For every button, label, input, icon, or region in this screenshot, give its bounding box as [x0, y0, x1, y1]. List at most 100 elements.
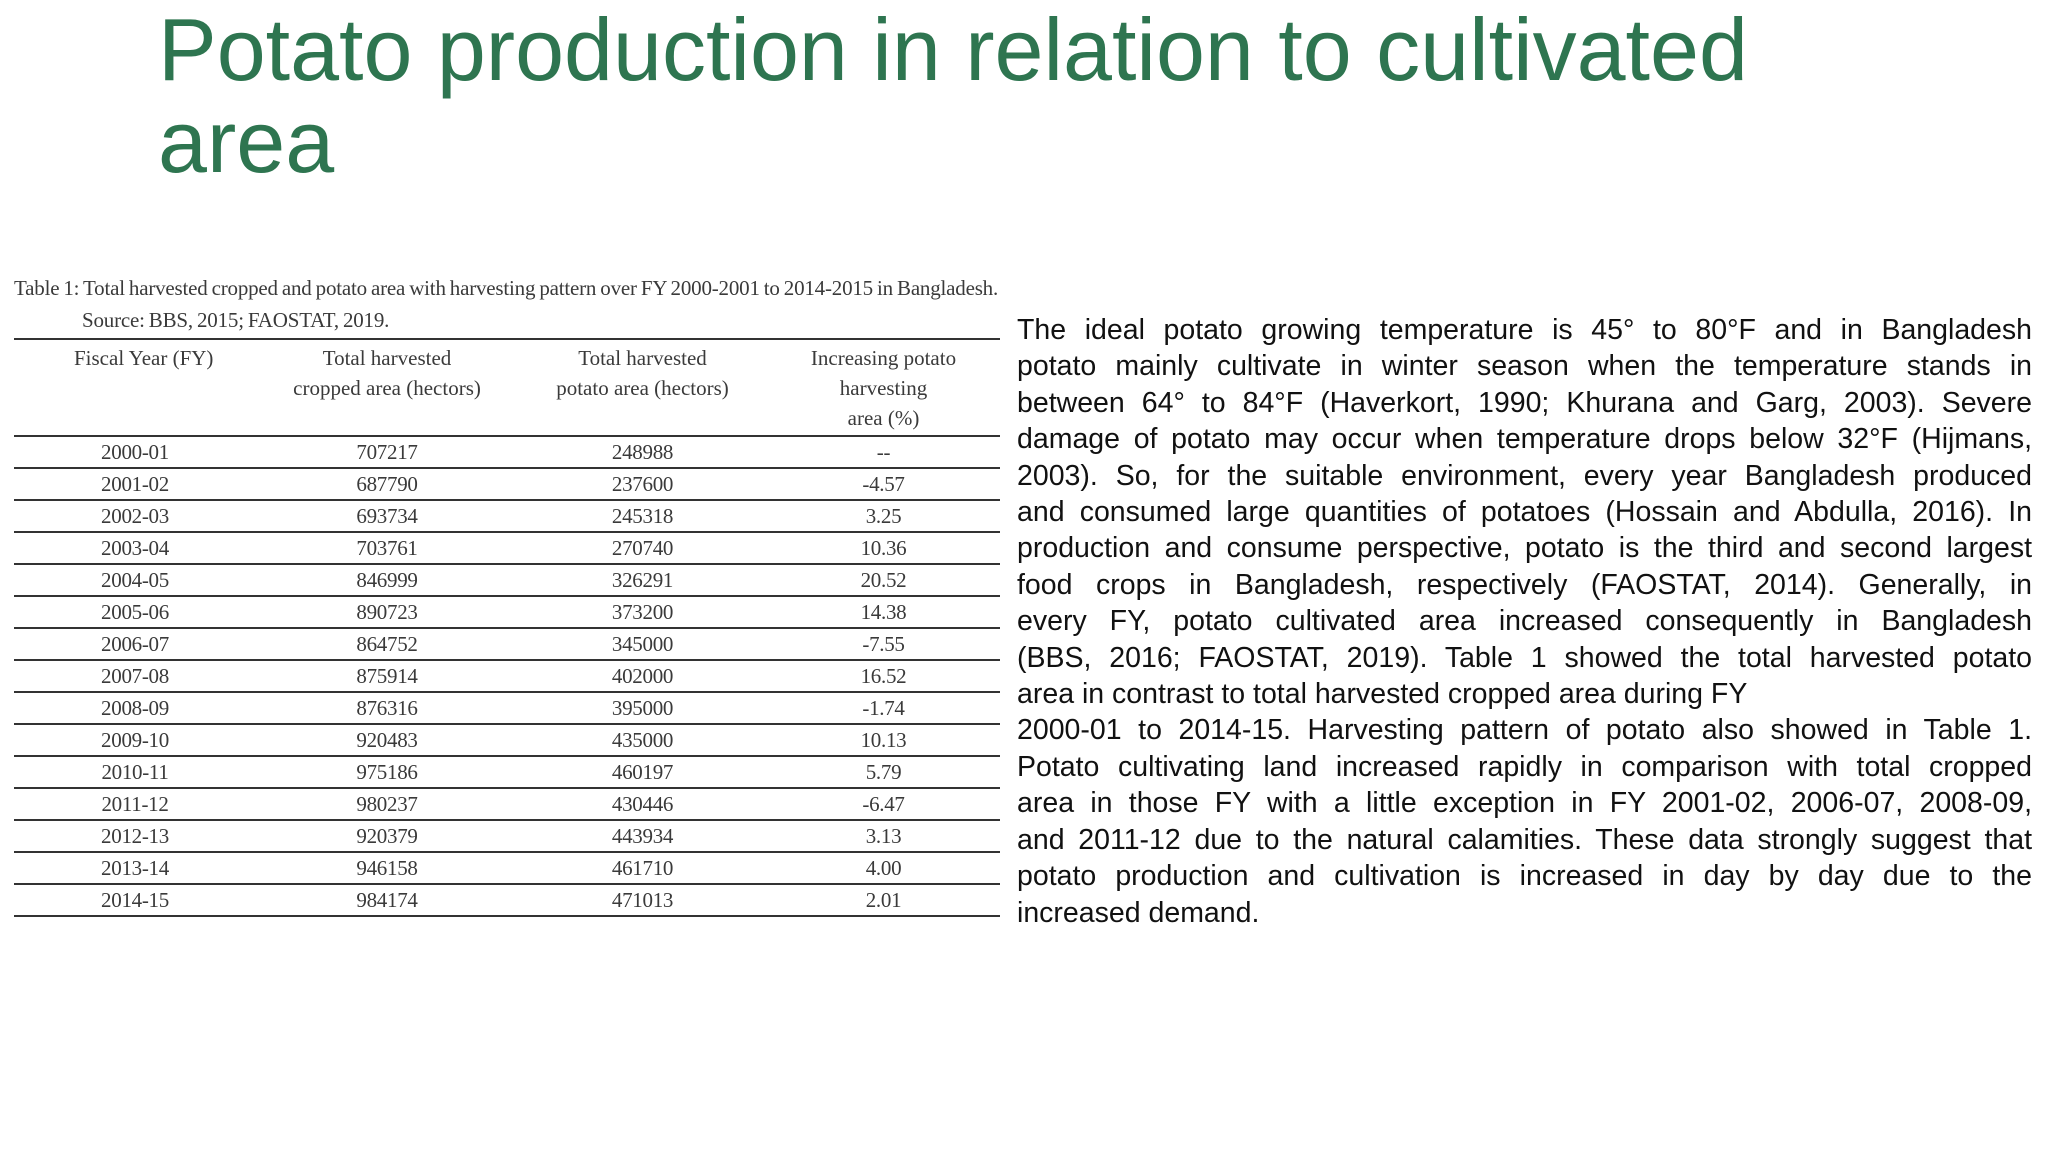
cell-fiscal-year: 2009-10	[14, 724, 256, 757]
cell-potato-area: 373200	[518, 596, 767, 629]
cell-cropped-area: 980237	[256, 788, 518, 821]
table-row: 2006-07 864752 345000 -7.55	[14, 628, 1000, 661]
table-caption: Table 1: Total harvested cropped and pot…	[14, 276, 999, 332]
paragraph-line: increased demand.	[1017, 896, 1260, 929]
header-cropped-line1: Total harvested	[322, 346, 452, 370]
cell-potato-area: 270740	[518, 532, 767, 565]
table-body: 2000-01 707217 248988 -- 2001-02 687790 237600…	[14, 436, 1000, 917]
paragraph-line: area in those FY with a little exception…	[1017, 787, 2032, 820]
table-header-row: Fiscal Year (FY) Total harvested cropped…	[14, 338, 1000, 437]
cell-fiscal-year: 2007-08	[14, 660, 256, 693]
cell-cropped-area: 920483	[256, 724, 518, 757]
cell-increase-percent: --	[767, 436, 1000, 469]
paragraph-line: (BBS, 2016; FAOSTAT, 2019). Table 1 show…	[1017, 641, 2032, 674]
cell-fiscal-year: 2001-02	[14, 468, 256, 501]
table-row: 2003-04 703761 270740 10.36	[14, 532, 1000, 565]
cell-increase-percent: 10.13	[767, 724, 1000, 757]
table-row: 2013-14 946158 461710 4.00	[14, 852, 1000, 885]
paragraph-line: potato production and cultivation is inc…	[1017, 860, 2032, 893]
cell-potato-area: 395000	[518, 692, 767, 725]
table-row: 2008-09 876316 395000 -1.74	[14, 692, 1000, 725]
cell-cropped-area: 687790	[256, 468, 518, 501]
cell-increase-percent: 5.79	[767, 756, 1000, 789]
cell-increase-percent: 3.25	[767, 500, 1000, 533]
cell-cropped-area: 864752	[256, 628, 518, 661]
cell-fiscal-year: 2012-13	[14, 820, 256, 853]
cell-increase-percent: 4.00	[767, 852, 1000, 885]
cell-cropped-area: 875914	[256, 660, 518, 693]
cell-increase-percent: -1.74	[767, 692, 1000, 725]
cell-increase-percent: -6.47	[767, 788, 1000, 821]
cell-potato-area: 402000	[518, 660, 767, 693]
cell-cropped-area: 846999	[256, 564, 518, 597]
cell-increase-percent: 10.36	[767, 532, 1000, 565]
table-row: 2001-02 687790 237600 -4.57	[14, 468, 1000, 501]
paragraph-line: production and consume perspective, pota…	[1017, 532, 2032, 565]
paragraph-line: 2000-01 to 2014-15. Harvesting pattern o…	[1017, 714, 2032, 747]
table-row: 2012-13 920379 443934 3.13	[14, 820, 1000, 853]
table-row: 2010-11 975186 460197 5.79	[14, 756, 1000, 789]
cell-increase-percent: -4.57	[767, 468, 1000, 501]
cell-cropped-area: 984174	[256, 884, 518, 917]
paragraph-line: area in contrast to total harvested crop…	[1017, 678, 1748, 711]
cell-cropped-area: 946158	[256, 852, 518, 885]
cell-potato-area: 430446	[518, 788, 767, 821]
cell-potato-area: 345000	[518, 628, 767, 661]
table-row: 2005-06 890723 373200 14.38	[14, 596, 1000, 629]
cell-fiscal-year: 2013-14	[14, 852, 256, 885]
cell-cropped-area: 890723	[256, 596, 518, 629]
cell-potato-area: 443934	[518, 820, 767, 853]
cell-cropped-area: 703761	[256, 532, 518, 565]
cell-increase-percent: 2.01	[767, 884, 1000, 917]
paragraph-line: every FY, potato cultivated area increas…	[1017, 605, 2032, 638]
paragraph-line: The ideal potato growing temperature is …	[1017, 314, 2032, 346]
paragraph-line: Potato cultivating land increased rapidl…	[1017, 750, 2032, 783]
table-figure: Table 1: Total harvested cropped and pot…	[14, 272, 1000, 917]
paragraph-line: and 2011-12 due to the natural calamitie…	[1017, 823, 2032, 856]
cell-cropped-area: 975186	[256, 756, 518, 789]
paragraph-line: between 64° to 84°F (Haverkort, 1990; Kh…	[1017, 386, 2032, 419]
cell-fiscal-year: 2003-04	[14, 532, 256, 565]
table-row: 2009-10 920483 435000 10.13	[14, 724, 1000, 757]
cell-fiscal-year: 2010-11	[14, 756, 256, 789]
cell-cropped-area: 707217	[256, 436, 518, 469]
header-increase-percent: Increasing potato harvesting area (%)	[767, 338, 1000, 437]
header-fiscal-year-label: Fiscal Year (FY)	[74, 346, 214, 370]
header-fiscal-year: Fiscal Year (FY)	[14, 338, 256, 437]
body-paragraph: The ideal potato growing temperature is …	[1017, 312, 2032, 931]
paragraph-line: damage of potato may occur when temperat…	[1017, 423, 2032, 456]
paragraph-line: food crops in Bangladesh, respectively (…	[1017, 568, 2032, 601]
cell-potato-area: 248988	[518, 436, 767, 469]
cell-increase-percent: 14.38	[767, 596, 1000, 629]
header-increase-line2: area (%)	[847, 406, 920, 430]
cell-increase-percent: -7.55	[767, 628, 1000, 661]
table-row: 2007-08 875914 402000 16.52	[14, 660, 1000, 693]
paragraph-line: 2003). So, for the suitable environment,…	[1017, 459, 2032, 492]
cell-increase-percent: 16.52	[767, 660, 1000, 693]
cell-potato-area: 237600	[518, 468, 767, 501]
table-row: 2014-15 984174 471013 2.01	[14, 884, 1000, 917]
cell-increase-percent: 20.52	[767, 564, 1000, 597]
table-row: 2004-05 846999 326291 20.52	[14, 564, 1000, 597]
cell-potato-area: 435000	[518, 724, 767, 757]
header-potato-line1: Total harvested	[578, 346, 707, 370]
table-row: 2002-03 693734 245318 3.25	[14, 500, 1000, 533]
slide-title: Potato production in relation to cultiva…	[158, 0, 1748, 191]
cell-potato-area: 461710	[518, 852, 767, 885]
header-increase-line1: Increasing potato harvesting	[810, 346, 957, 400]
cell-cropped-area: 920379	[256, 820, 518, 853]
cell-fiscal-year: 2000-01	[14, 436, 256, 469]
paragraph-line: and consumed large quantities of potatoe…	[1017, 496, 2032, 529]
cell-fiscal-year: 2011-12	[14, 788, 256, 821]
cell-cropped-area: 693734	[256, 500, 518, 533]
header-cropped-area: Total harvested cropped area (hectors)	[256, 338, 518, 437]
cell-fiscal-year: 2008-09	[14, 692, 256, 725]
cell-fiscal-year: 2014-15	[14, 884, 256, 917]
cell-potato-area: 460197	[518, 756, 767, 789]
cell-fiscal-year: 2006-07	[14, 628, 256, 661]
cell-potato-area: 471013	[518, 884, 767, 917]
cell-fiscal-year: 2002-03	[14, 500, 256, 533]
header-cropped-line2: cropped area (hectors)	[293, 376, 481, 400]
cell-cropped-area: 876316	[256, 692, 518, 725]
cell-potato-area: 245318	[518, 500, 767, 533]
